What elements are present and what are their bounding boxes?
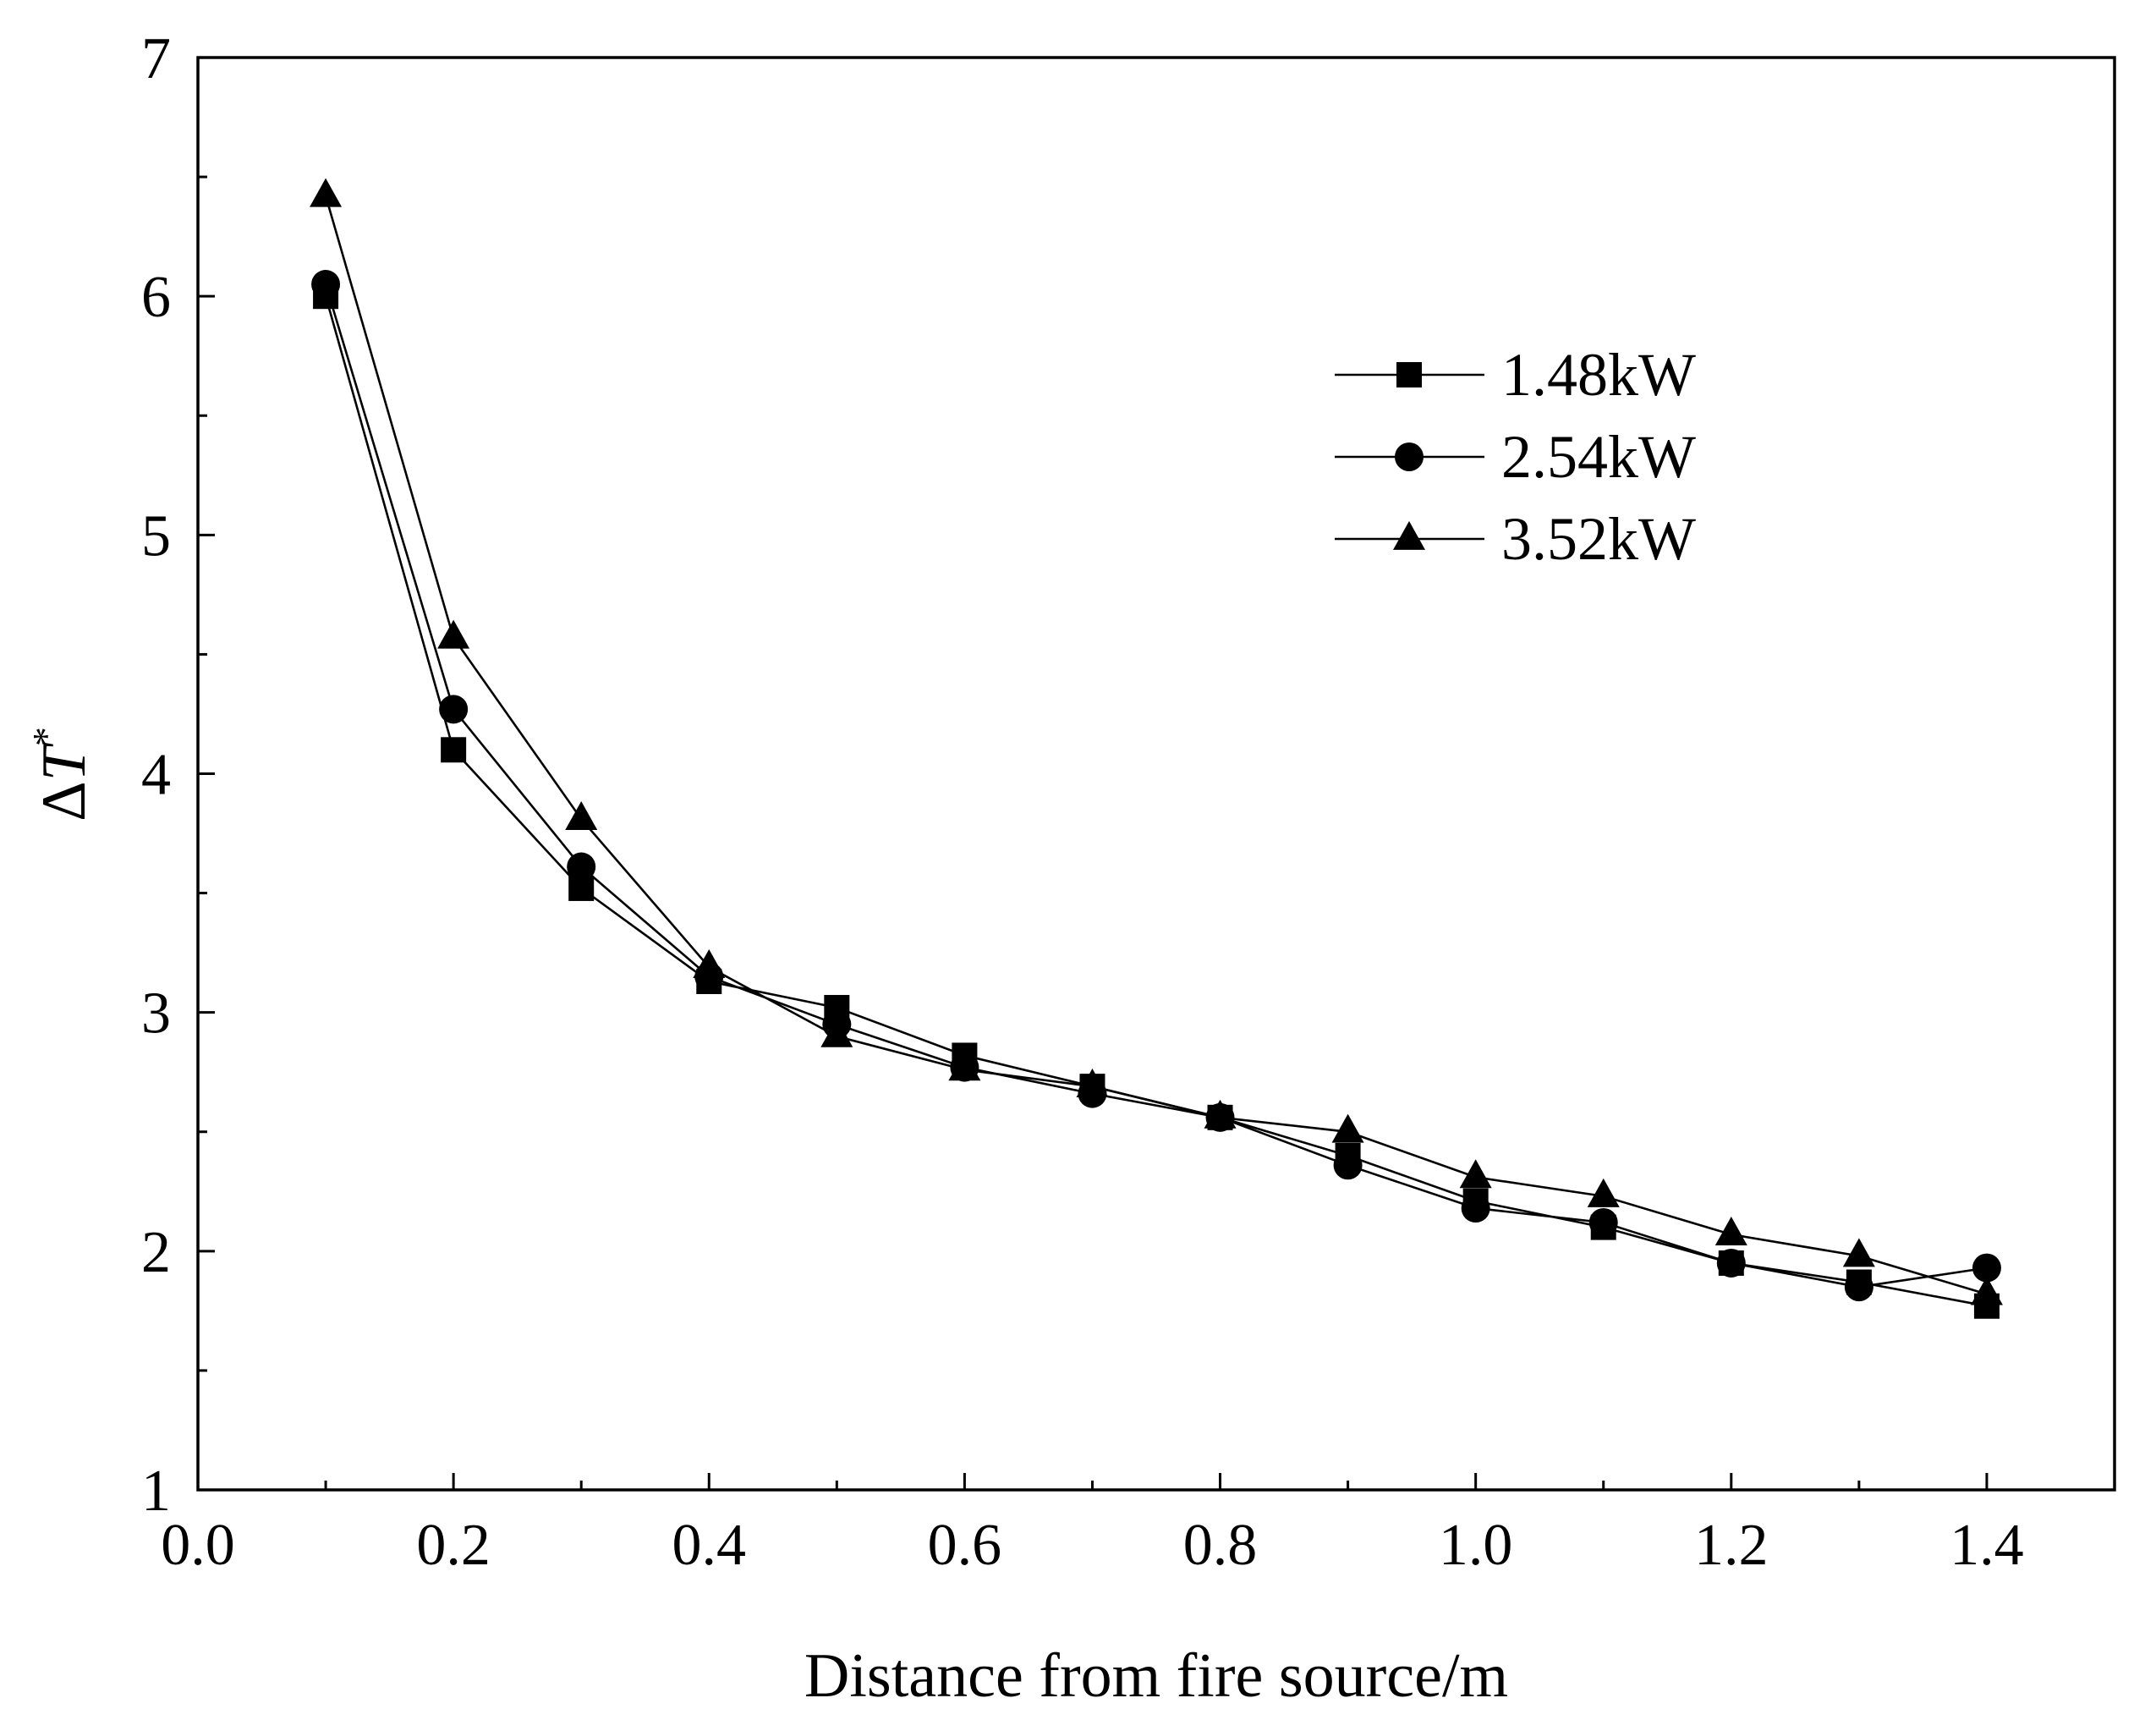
legend: 1.48kW 2.54kW 3.52kW <box>1335 341 1696 573</box>
x-axis-tick-labels: 0.0 0.2 0.4 0.6 0.8 1.0 1.2 1.4 <box>161 1513 2023 1578</box>
y-axis-label: ΔT* <box>25 727 99 822</box>
series-line-1 <box>324 295 1988 1307</box>
y-axis-ticks <box>198 56 215 1492</box>
y-tick-label: 1 <box>141 1459 171 1524</box>
y-tick-label: 7 <box>141 26 171 91</box>
legend-label-3: 3.52kW <box>1501 505 1696 573</box>
series-3-point <box>1587 1178 1620 1207</box>
series-1-point <box>441 737 467 763</box>
x-tick-label: 0.2 <box>416 1513 491 1578</box>
plot-frame <box>196 56 2116 1492</box>
series-2-point <box>1972 1253 2001 1283</box>
series-2-point <box>439 695 469 724</box>
y-tick-label: 3 <box>141 981 171 1047</box>
series-2-point <box>311 270 341 299</box>
x-axis-ticks <box>196 1473 1989 1490</box>
series-markers-layer <box>310 178 2003 1319</box>
series-3-point <box>1842 1238 1875 1267</box>
x-tick-label: 0.0 <box>161 1513 235 1578</box>
x-axis-label: Distance from fire source/m <box>804 1641 1508 1711</box>
series-3-point <box>1714 1217 1747 1246</box>
series-3-point <box>1459 1159 1492 1189</box>
y-tick-label: 5 <box>141 503 171 569</box>
series-3-point <box>1970 1276 2003 1305</box>
x-tick-label: 0.8 <box>1183 1513 1258 1578</box>
y-axis-label-variable: T <box>30 742 99 781</box>
legend-label-2: 2.54kW <box>1501 423 1696 491</box>
series-3-point <box>1204 1099 1237 1129</box>
series-2-point <box>1588 1207 1618 1237</box>
series-3-point <box>820 1018 853 1047</box>
y-axis-label-superscript: * <box>25 727 68 746</box>
series-3-point <box>1076 1069 1109 1098</box>
x-tick-label: 0.6 <box>928 1513 1002 1578</box>
series-line-3 <box>324 195 1988 1295</box>
legend-marker-3 <box>1393 520 1425 550</box>
series-3-point <box>693 948 726 978</box>
series-2-point <box>1844 1272 1873 1302</box>
y-tick-label: 6 <box>141 265 171 330</box>
series-3-point <box>565 801 598 831</box>
x-tick-label: 1.4 <box>1950 1513 2024 1578</box>
series-3-point <box>1331 1113 1364 1143</box>
y-tick-label: 2 <box>141 1220 171 1285</box>
legend-marker-2 <box>1395 442 1424 471</box>
series-3-point <box>310 178 343 207</box>
legend-label-1: 1.48kW <box>1501 341 1696 409</box>
y-axis-label-prefix: Δ <box>30 781 99 822</box>
y-axis-tick-labels: 1 2 3 4 5 6 7 <box>141 26 171 1524</box>
series-2-point <box>1716 1248 1746 1278</box>
x-tick-label: 1.0 <box>1439 1513 1513 1578</box>
y-tick-label: 4 <box>141 743 171 808</box>
series-lines-layer <box>324 195 1988 1307</box>
series-2-point <box>567 852 596 882</box>
series-3-point <box>948 1052 981 1081</box>
x-tick-label: 1.2 <box>1694 1513 1769 1578</box>
x-tick-label: 0.4 <box>672 1513 747 1578</box>
series-2-point <box>1461 1194 1490 1223</box>
series-line-2 <box>324 283 1988 1289</box>
series-3-point <box>437 619 470 649</box>
legend-marker-1 <box>1396 362 1422 387</box>
series-2-point <box>1333 1151 1363 1180</box>
